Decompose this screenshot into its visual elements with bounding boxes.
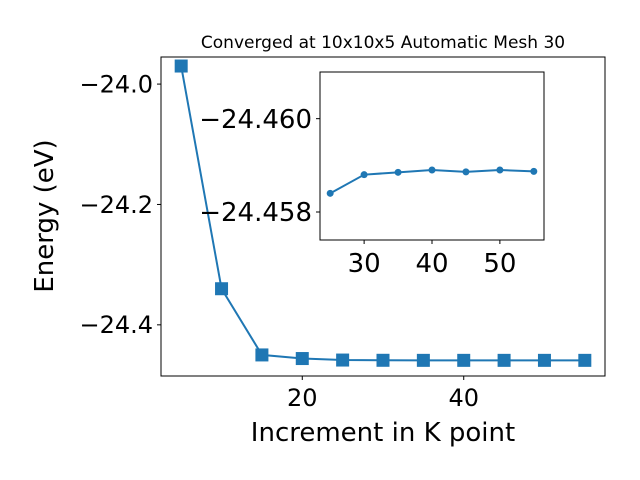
main-series-group <box>174 59 592 367</box>
y-tick-label: −24.4 <box>79 311 153 339</box>
y-tick-label: −24.2 <box>79 191 153 219</box>
data-point <box>416 353 430 367</box>
data-point <box>497 353 511 367</box>
x-tick-label: 40 <box>415 249 448 279</box>
x-tick-label: 50 <box>483 249 516 279</box>
data-point <box>295 352 309 366</box>
y-axis-label: Energy (eV) <box>30 139 60 292</box>
data-point <box>255 348 269 362</box>
data-point <box>457 353 471 367</box>
y-tick-label: −24.458 <box>199 198 312 228</box>
data-point <box>336 353 350 367</box>
main-plot-frame <box>160 56 606 377</box>
data-point <box>394 168 402 176</box>
main-axis-ticks: 20 40 −24.0 −24.2 −24.4 <box>79 70 479 412</box>
y-tick-label: −24.460 <box>199 105 312 135</box>
data-point <box>496 166 504 174</box>
data-point <box>174 59 188 73</box>
x-tick-label: 20 <box>287 384 318 412</box>
data-point <box>215 282 229 296</box>
y-tick-label: −24.0 <box>79 70 153 98</box>
data-point <box>530 167 538 175</box>
inset-axis-ticks: 30 40 50 −24.460 −24.458 <box>199 105 516 279</box>
chart-title: Converged at 10x10x5 Automatic Mesh 30 <box>201 33 565 53</box>
data-point <box>360 171 368 179</box>
data-point <box>578 353 592 367</box>
data-point <box>537 353 551 367</box>
x-tick-label: 30 <box>348 249 381 279</box>
data-point <box>428 166 436 174</box>
inset-plot-frame <box>319 71 545 241</box>
data-point <box>326 189 334 197</box>
data-point <box>462 168 470 176</box>
inset-series-group <box>326 166 538 197</box>
data-point <box>376 353 390 367</box>
x-tick-label: 40 <box>448 384 479 412</box>
x-axis-label: Increment in K point <box>251 418 515 448</box>
